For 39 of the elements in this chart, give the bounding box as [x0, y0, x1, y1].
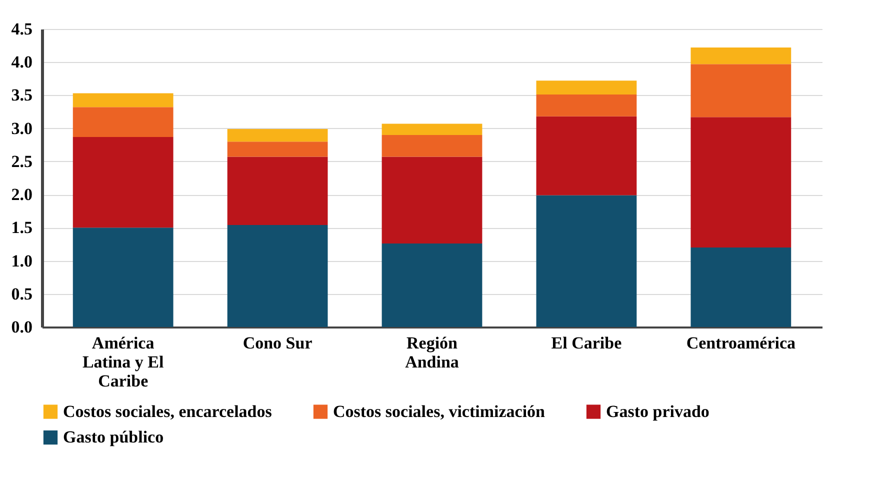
x-tick-label: Centroamérica: [686, 334, 796, 352]
y-tick-label: 1.5: [11, 218, 32, 238]
bar: [690, 64, 792, 118]
bar: [72, 107, 174, 137]
bar: [536, 80, 637, 95]
legend-label: Costos sociales, victimización: [333, 402, 546, 421]
x-tick-label: América Latina y El Caribe: [82, 334, 164, 390]
bar: [536, 116, 637, 196]
bar: [382, 156, 482, 244]
y-tick-label: 4.0: [11, 52, 32, 72]
bar: [382, 244, 482, 327]
bar: [72, 136, 174, 228]
y-tick-label: 4.5: [11, 20, 32, 38]
bar: [227, 142, 328, 157]
y-tick-label: 0.0: [11, 318, 32, 336]
y-tick-label: 0.5: [11, 284, 32, 304]
legend-label: Gasto público: [63, 428, 164, 446]
x-tick-label: Cono Sur: [242, 334, 313, 352]
bar: [690, 48, 792, 64]
bar: [536, 195, 637, 327]
bar: [690, 248, 792, 327]
y-tick-label: 3.5: [11, 86, 32, 105]
legend-label: Gasto privado: [606, 402, 710, 421]
y-tick-label: 2.0: [11, 185, 32, 204]
y-tick-label: 1.0: [11, 251, 32, 270]
bar: [536, 94, 637, 116]
y-tick-label: 2.5: [11, 152, 32, 171]
bar: [382, 124, 482, 135]
x-tick-label: El Caribe: [551, 334, 622, 352]
bar: [227, 156, 328, 226]
x-tick-label: Región Andina: [405, 334, 460, 372]
legend-label: Costos sociales, encarcelados: [63, 402, 272, 421]
bar: [690, 117, 792, 248]
bar: [227, 225, 328, 327]
y-tick-label: 3.0: [11, 118, 32, 138]
bar: [72, 93, 174, 108]
bar: [227, 128, 328, 142]
bar: [382, 134, 482, 157]
bar: [72, 228, 174, 327]
